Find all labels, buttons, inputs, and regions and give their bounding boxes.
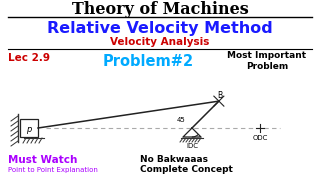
Text: Lec 2.9: Lec 2.9 [8, 53, 50, 63]
Text: B: B [217, 91, 222, 100]
Text: IDC: IDC [186, 143, 198, 149]
Text: Problem#2: Problem#2 [102, 53, 194, 69]
Bar [20, 119, 38, 137]
Text: No Bakwaaas: No Bakwaaas [140, 156, 208, 165]
Text: ODC: ODC [252, 135, 268, 141]
Text: Theory of Machines: Theory of Machines [72, 1, 248, 17]
Text: Relative Velocity Method: Relative Velocity Method [47, 21, 273, 37]
Text: p: p [26, 125, 32, 134]
Text: Must Watch: Must Watch [8, 155, 77, 165]
Text: Complete Concept: Complete Concept [140, 165, 233, 174]
Text: 45: 45 [177, 117, 185, 123]
Text: Velocity Analysis: Velocity Analysis [110, 37, 210, 47]
Text: Most Important
Problem: Most Important Problem [228, 51, 307, 71]
Text: Point to Point Explanation: Point to Point Explanation [8, 167, 98, 173]
